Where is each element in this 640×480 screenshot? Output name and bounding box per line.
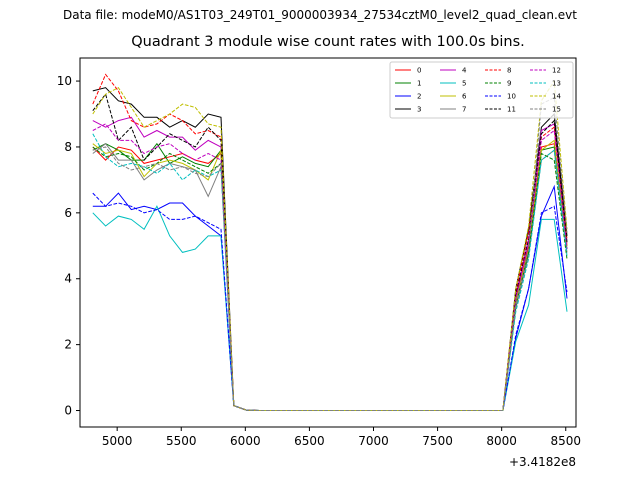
y-tick-label: 2 [64,338,72,352]
x-tick-label: 8500 [550,434,581,448]
series-line-10 [92,192,568,411]
series-line-2 [92,184,568,411]
legend-label-9: 9 [507,80,511,88]
x-tick-label: 6500 [294,434,325,448]
x-axis: 5000 5500 6000 6500 7000 7500 8000 8500 [102,427,581,448]
legend-label-15: 15 [552,106,561,114]
y-axis: 0 2 4 6 8 10 [57,74,80,418]
legend-label-6: 6 [462,93,467,101]
x-tick-label: 5000 [102,434,133,448]
legend-label-8: 8 [507,67,511,75]
x-tick-label: 8000 [486,434,517,448]
y-tick-label: 10 [57,74,72,88]
x-tick-label: 7000 [358,434,389,448]
series-line-14 [92,79,568,411]
series-line-8 [92,73,568,411]
series-line-3 [92,87,568,411]
legend-label-4: 4 [462,67,467,75]
legend-label-1: 1 [417,80,421,88]
x-offset-label: +3.4182e8 [509,455,576,469]
y-tick-label: 4 [64,272,72,286]
series-line-7 [92,143,568,411]
legend-label-13: 13 [552,80,561,88]
data-file-suptitle: Data file: modeM0/AS1T03_249T01_90000039… [63,8,577,22]
legend-label-2: 2 [417,93,421,101]
series-lines [92,73,568,411]
chart-title: Quadrant 3 module wise count rates with … [131,34,525,50]
y-tick-label: 6 [64,206,72,220]
series-line-9 [92,146,568,411]
x-tick-label: 5500 [166,434,197,448]
legend-label-5: 5 [462,80,466,88]
legend-label-12: 12 [552,67,561,75]
legend-label-0: 0 [417,67,421,75]
y-tick-label: 0 [64,404,72,418]
legend-label-7: 7 [462,106,466,114]
series-line-11 [92,93,568,411]
series-line-13 [92,133,568,411]
series-line-15 [92,96,568,411]
legend-label-14: 14 [552,93,561,101]
legend-box [389,61,574,119]
plot-frame [79,57,577,428]
series-line-5 [92,205,568,411]
x-tick-label: 6000 [230,434,261,448]
legend-label-10: 10 [507,93,516,101]
series-line-6 [92,139,568,411]
y-tick-label: 8 [64,140,72,154]
series-line-1 [92,142,568,411]
legend-label-3: 3 [417,106,421,114]
series-line-0 [92,143,568,411]
legend-label-11: 11 [507,106,516,114]
x-tick-label: 7500 [422,434,453,448]
